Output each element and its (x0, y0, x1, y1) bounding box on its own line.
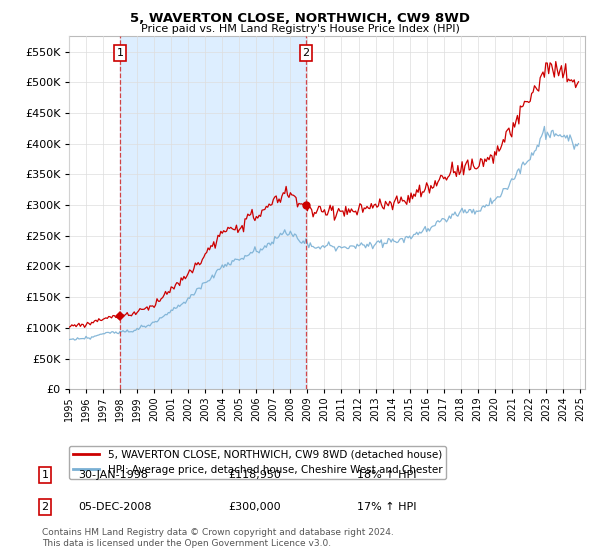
Text: Contains HM Land Registry data © Crown copyright and database right 2024.
This d: Contains HM Land Registry data © Crown c… (42, 528, 394, 548)
Bar (120, 36, 306, 389)
Text: 2: 2 (302, 48, 310, 58)
Text: £300,000: £300,000 (228, 502, 281, 512)
Text: 05-DEC-2008: 05-DEC-2008 (78, 502, 151, 512)
Legend: 5, WAVERTON CLOSE, NORTHWICH, CW9 8WD (detached house), HPI: Average price, deta: 5, WAVERTON CLOSE, NORTHWICH, CW9 8WD (d… (69, 446, 446, 479)
Text: 17% ↑ HPI: 17% ↑ HPI (357, 502, 416, 512)
Text: 5, WAVERTON CLOSE, NORTHWICH, CW9 8WD: 5, WAVERTON CLOSE, NORTHWICH, CW9 8WD (130, 12, 470, 25)
Text: Price paid vs. HM Land Registry's House Price Index (HPI): Price paid vs. HM Land Registry's House … (140, 24, 460, 34)
Text: 1: 1 (41, 470, 49, 480)
Text: 1: 1 (116, 48, 124, 58)
Text: 30-JAN-1998: 30-JAN-1998 (78, 470, 148, 480)
Text: £118,950: £118,950 (228, 470, 281, 480)
Text: 18% ↑ HPI: 18% ↑ HPI (357, 470, 416, 480)
Text: 2: 2 (41, 502, 49, 512)
